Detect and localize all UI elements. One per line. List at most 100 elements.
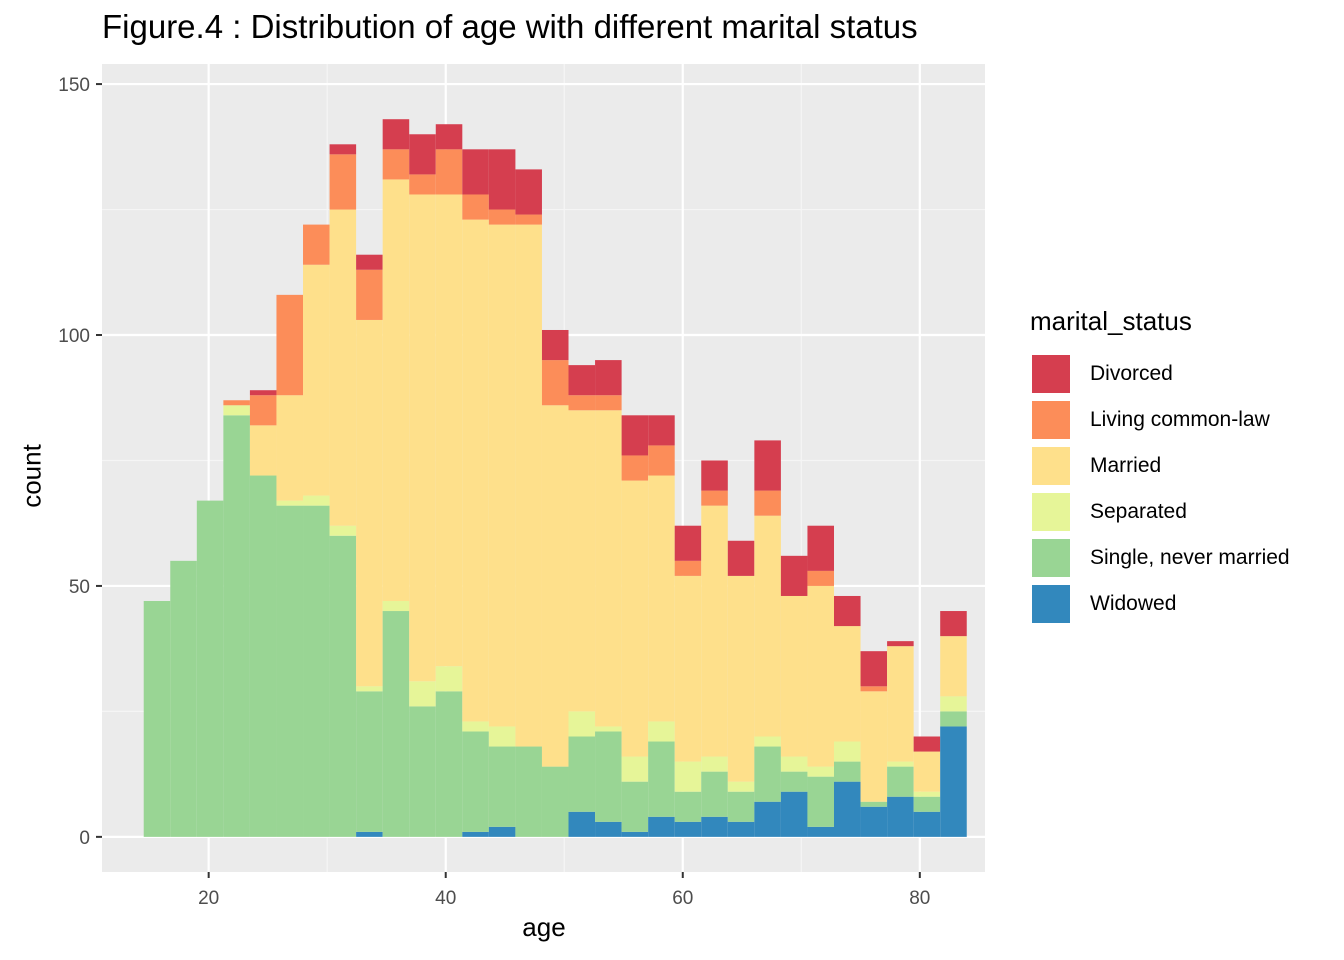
bar-segment-separated <box>303 495 330 506</box>
x-tick-label: 60 <box>672 888 693 909</box>
bar-segment-living-common-law <box>303 224 330 265</box>
bar-segment-separated <box>834 741 861 762</box>
bar-segment-separated <box>754 736 781 747</box>
bar-segment-single-never-married <box>488 746 516 827</box>
legend-item: Widowed <box>1030 581 1290 627</box>
bar-segment-married <box>727 575 755 782</box>
bar-segment-married <box>249 425 277 476</box>
bar-segment-single-never-married <box>887 766 914 797</box>
bar-segment-widowed <box>462 831 489 837</box>
y-axis-label: count <box>16 444 47 508</box>
bar-segment-married <box>754 515 781 737</box>
bar-segment-separated <box>568 711 596 737</box>
bar-segment-separated <box>382 600 410 612</box>
bar-segment-married <box>435 194 463 667</box>
bar-segment-divorced <box>249 390 277 396</box>
legend-title: marital_status <box>1030 306 1192 336</box>
bar-segment-single-never-married <box>303 505 330 837</box>
bar-segment-married <box>488 224 516 727</box>
bar-segment-divorced <box>887 641 914 647</box>
bar-segment-married <box>515 224 542 747</box>
bar-segment-divorced <box>382 119 410 150</box>
bar-segment-single-never-married <box>913 796 941 812</box>
bar-segment-living-common-law <box>807 570 835 586</box>
bar-segment-widowed <box>754 801 781 837</box>
bar-segment-separated <box>913 791 941 797</box>
legend: marital_status Divorced Living common-law… <box>1030 306 1290 627</box>
bar-segment-separated <box>462 721 489 732</box>
y-tick-label: 50 <box>69 577 90 598</box>
bar-segment-living-common-law <box>276 294 304 396</box>
bar-segment-single-never-married <box>435 691 463 837</box>
bar-segment-divorced <box>462 149 489 195</box>
bar-segment-single-never-married <box>595 731 622 822</box>
y-tick-label: 0 <box>79 828 90 849</box>
legend-item: Married <box>1030 443 1290 489</box>
bar-segment-divorced <box>754 440 781 491</box>
bar-segment-separated <box>435 666 463 692</box>
bar-segment-single-never-married <box>223 415 250 837</box>
bar-segment-divorced <box>674 525 702 561</box>
bar-segment-living-common-law <box>621 455 649 481</box>
bar-segment-married <box>701 505 728 757</box>
bar-segment-single-never-married <box>462 731 489 832</box>
bar-segment-divorced <box>409 134 436 175</box>
bar-segment-married <box>887 646 914 762</box>
bar-segment-separated <box>223 405 250 416</box>
x-tick-label: 80 <box>909 888 930 909</box>
bar-segment-divorced <box>541 329 569 361</box>
bar-segment-divorced <box>727 540 755 576</box>
bar-segment-separated <box>674 761 702 792</box>
bar-segment-married <box>541 405 569 767</box>
bar-segment-single-never-married <box>196 500 224 837</box>
bar-segment-single-never-married <box>276 505 304 837</box>
bars <box>143 119 967 837</box>
bar-segment-widowed <box>488 826 516 837</box>
bar-segment-widowed <box>621 831 649 837</box>
bar-segment-married <box>409 194 436 682</box>
y-tick-label: 150 <box>58 75 90 96</box>
legend-items: Divorced Living common-law Married Separate… <box>1030 351 1290 627</box>
legend-label: Single, never married <box>1090 546 1290 569</box>
bar-segment-living-common-law <box>409 174 436 195</box>
bar-segment-living-common-law <box>462 194 489 220</box>
bar-segment-widowed <box>568 811 596 837</box>
bar-segment-separated <box>940 696 967 712</box>
bar-segment-married <box>834 626 861 742</box>
bar-segment-divorced <box>834 595 861 627</box>
bar-segment-separated <box>329 525 357 536</box>
axis-ticks: 20 40 60 80 0 50 100 150 <box>58 75 930 909</box>
bar-segment-living-common-law <box>249 395 277 426</box>
bar-segment-married <box>674 575 702 762</box>
bar-segment-divorced <box>807 525 835 571</box>
bar-segment-divorced <box>940 611 967 637</box>
bar-segment-separated <box>488 726 516 747</box>
bar-segment-married <box>303 264 330 496</box>
bar-segment-widowed <box>780 791 808 837</box>
bar-segment-single-never-married <box>249 475 277 837</box>
legend-item: Living common-law <box>1030 397 1290 443</box>
bar-segment-single-never-married <box>568 736 596 812</box>
bar-segment-widowed <box>940 726 967 837</box>
bar-segment-widowed <box>356 831 383 837</box>
legend-swatch <box>1030 537 1072 579</box>
bar-segment-separated <box>595 726 622 732</box>
bar-segment-married <box>940 636 967 697</box>
bar-segment-separated <box>409 681 436 707</box>
bar-segment-married <box>329 209 357 526</box>
legend-swatch <box>1030 491 1072 533</box>
bar-segment-widowed <box>648 816 675 837</box>
bar-segment-widowed <box>595 821 622 837</box>
bar-segment-single-never-married <box>143 600 171 837</box>
bar-segment-single-never-married <box>541 766 569 837</box>
bar-segment-widowed <box>860 806 888 837</box>
bar-segment-divorced <box>568 365 596 396</box>
bar-segment-separated <box>701 756 728 772</box>
bar-segment-widowed <box>887 796 914 837</box>
bar-segment-single-never-married <box>515 746 542 837</box>
bar-segment-divorced <box>701 460 728 491</box>
bar-segment-married <box>621 480 649 757</box>
bar-segment-single-never-married <box>807 776 835 827</box>
bar-segment-married <box>595 410 622 727</box>
